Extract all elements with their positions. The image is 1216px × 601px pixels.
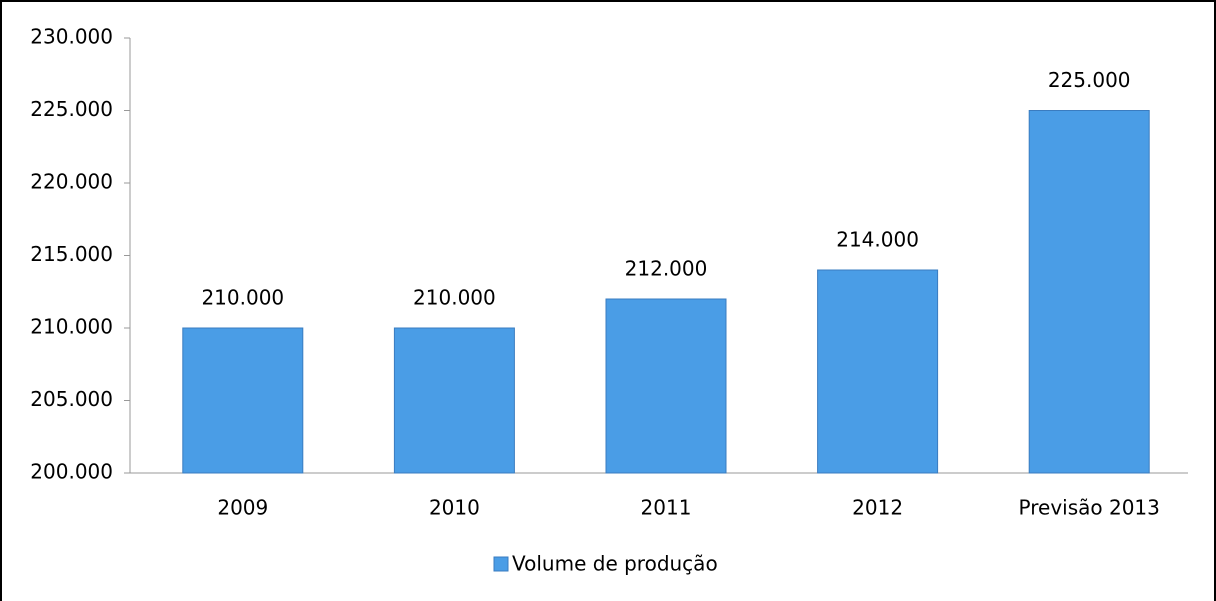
y-tick-label: 230.000 — [30, 25, 113, 49]
value-label: 225.000 — [1048, 68, 1131, 92]
x-tick-label: 2012 — [852, 496, 903, 520]
y-tick-label: 205.000 — [30, 387, 113, 411]
legend-label: Volume de produção — [512, 552, 718, 576]
bar — [182, 327, 304, 474]
value-label: 214.000 — [836, 228, 919, 252]
legend-swatch — [493, 556, 509, 572]
y-tick-label: 220.000 — [30, 170, 113, 194]
bar — [605, 298, 727, 474]
y-tick-label: 215.000 — [30, 242, 113, 266]
bar — [1028, 110, 1150, 474]
value-label: 212.000 — [625, 257, 708, 281]
y-tick-label: 210.000 — [30, 315, 113, 339]
value-label: 210.000 — [201, 286, 284, 310]
y-tick-label: 200.000 — [30, 460, 113, 484]
x-tick-label: 2010 — [429, 496, 480, 520]
x-tick-label: 2011 — [641, 496, 692, 520]
bar — [817, 269, 939, 474]
x-tick-label: Previsão 2013 — [1019, 496, 1160, 520]
value-label: 210.000 — [413, 286, 496, 310]
bar — [393, 327, 515, 474]
x-tick-label: 2009 — [217, 496, 268, 520]
y-tick-label: 225.000 — [30, 97, 113, 121]
